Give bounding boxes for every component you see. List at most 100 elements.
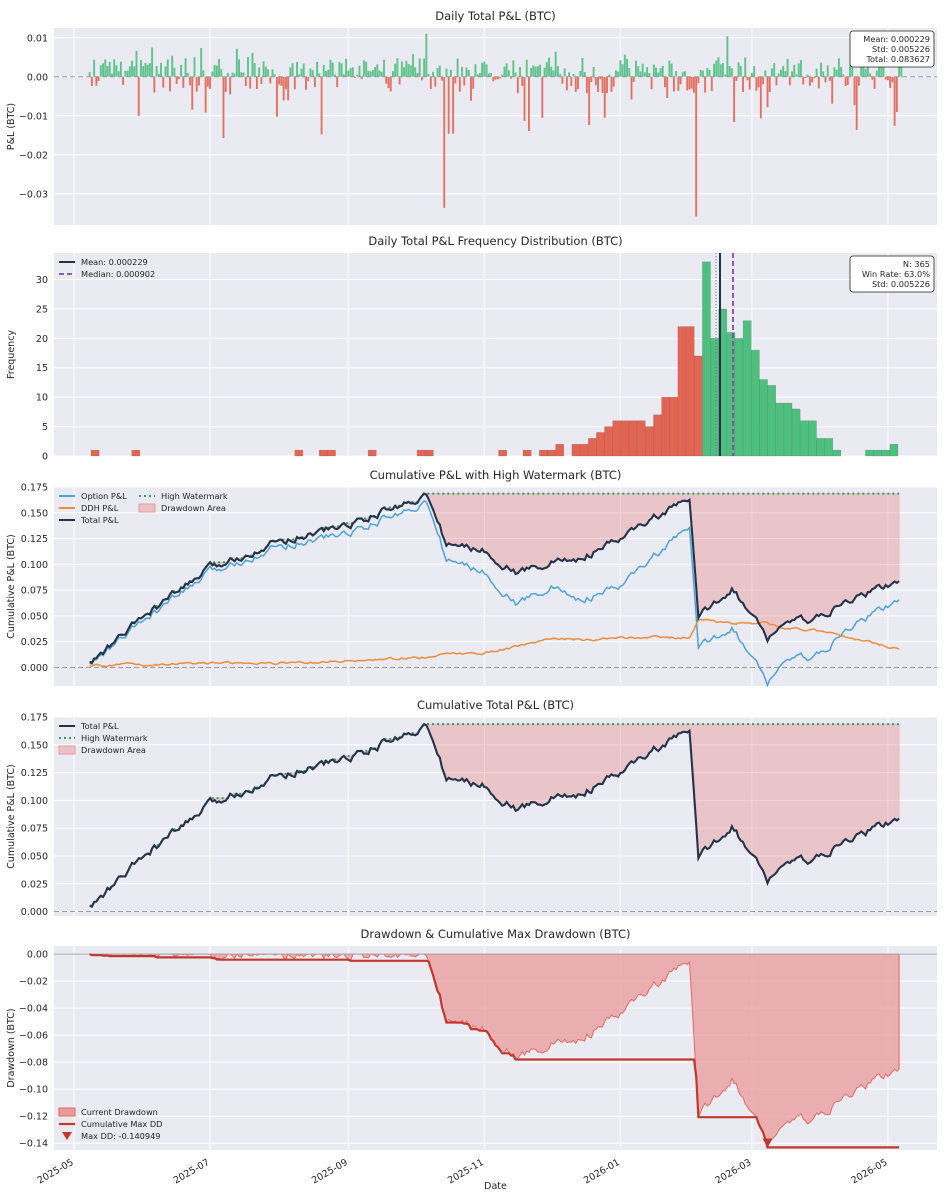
daily-pnl-bar [791,71,794,77]
daily-pnl-bar [289,67,292,77]
histogram-bar [571,443,581,457]
daily-pnl-bar [242,72,245,77]
daily-pnl-bar [206,76,209,87]
daily-pnl-bar [545,62,548,77]
panel-distribution: 0 5 10 15 20 25 30 Daily Total P&L Frequency Di… [6,234,937,463]
x-tick-label: 2026-05 [850,1157,890,1186]
daily-pnl-bar [779,69,782,77]
daily-pnl-bar [211,71,214,77]
daily-pnl-bar [561,76,564,84]
histogram-bar [881,449,891,457]
daily-pnl-bar [601,76,604,94]
daily-pnl-bar [106,66,109,77]
daily-pnl-bar [347,70,350,77]
histogram-bar [865,449,874,457]
daily-pnl-bar [284,76,287,90]
histogram-bar [726,332,736,457]
daily-pnl-bar [672,76,675,92]
daily-pnl-bar [728,66,731,77]
daily-pnl-bar [855,76,858,130]
daily-pnl-bar [880,58,883,77]
y-tick-label: 10 [36,393,48,404]
daily-pnl-bar [746,76,749,81]
daily-pnl-bar [829,76,831,81]
daily-pnl-bar [452,76,455,134]
daily-pnl-bar [342,74,345,77]
daily-pnl-bar [470,76,472,101]
daily-pnl-bar [871,76,874,80]
histogram-bar [685,326,695,457]
histogram-bar [424,449,434,457]
legend-label: High Watermark [81,733,148,743]
daily-pnl-bar [507,70,510,77]
daily-pnl-bar [661,65,664,77]
y-tick-label: 0.050 [21,851,48,862]
daily-pnl-bar [623,54,626,77]
histogram-bar [498,449,507,457]
daily-pnl-bar [244,76,247,87]
legend-label: Total P&L [80,515,119,525]
daily-pnl-bar [884,76,887,80]
daily-pnl-bar [525,59,528,77]
histogram-bar [547,449,556,457]
daily-pnl-bar [750,72,753,77]
histogram-bar [889,443,899,457]
stats-text: Win Rate: 63.0% [862,269,930,279]
daily-pnl-bar [371,69,374,77]
daily-pnl-bar [590,76,593,83]
daily-pnl-bar [548,57,550,77]
daily-pnl-bar [719,64,722,77]
daily-pnl-bar [496,76,499,80]
daily-pnl-bar [594,76,597,86]
daily-pnl-bar [434,76,437,87]
histogram-bar [742,320,752,457]
daily-pnl-bar [893,76,896,126]
daily-pnl-bar [166,59,169,77]
daily-pnl-bar [396,58,399,77]
plot-area [54,28,937,225]
daily-pnl-bar [494,76,497,80]
daily-pnl-bar [111,73,113,77]
daily-pnl-bar [157,73,160,77]
daily-pnl-bar [534,66,537,77]
y-tick-label: 30 [36,275,48,286]
daily-pnl-bar [454,76,457,84]
y-tick-label: −0.06 [19,1031,48,1042]
daily-pnl-bar [235,48,238,77]
daily-pnl-bar [505,63,508,77]
y-tick-label: 0.000 [21,907,48,918]
daily-pnl-bar [795,74,798,77]
y-tick-label: −0.04 [19,1004,48,1015]
daily-pnl-bar [209,76,212,89]
daily-pnl-bar [710,76,713,92]
daily-pnl-bar [617,71,620,77]
daily-pnl-bar [501,74,504,77]
daily-pnl-bar [597,76,600,93]
daily-pnl-bar [715,60,718,77]
daily-pnl-bar [630,76,633,100]
daily-pnl-bar [427,73,430,77]
daily-pnl-bar [739,65,742,77]
histogram-bar [677,326,687,457]
daily-pnl-bar [793,64,796,77]
daily-pnl-bar [367,70,370,77]
daily-pnl-bar [476,74,479,77]
daily-pnl-bar [189,76,191,86]
daily-pnl-bar [195,76,198,92]
stats-text: Std: 0.005226 [872,279,930,289]
x-axis-label: Date [484,1181,507,1192]
histogram-bar [131,449,141,457]
daily-pnl-bar [264,66,267,77]
legend-mean-label: Mean: 0.000229 [81,257,148,267]
daily-pnl-bar [374,67,377,77]
daily-pnl-bar [420,76,423,81]
legend-label: Total P&L [80,721,119,731]
daily-pnl-bar [151,47,154,77]
daily-pnl-bar [160,62,162,77]
daily-pnl-bar [247,57,249,77]
x-tick-label: 2025-09 [310,1157,350,1186]
daily-pnl-bar [820,62,822,77]
daily-pnl-bar [628,67,631,77]
daily-pnl-bar [626,58,629,77]
y-tick-label: −0.02 [19,977,48,988]
